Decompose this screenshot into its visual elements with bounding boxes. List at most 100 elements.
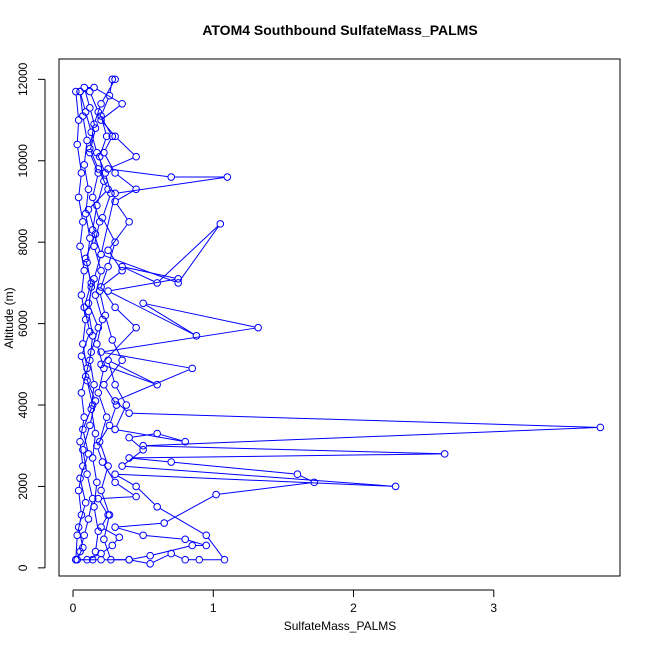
series-segment xyxy=(105,362,121,383)
data-point xyxy=(105,511,114,519)
series-segment xyxy=(84,143,88,162)
data-point xyxy=(76,242,84,251)
data-point xyxy=(87,405,96,413)
x-axis-label: SulfateMass_PALMS xyxy=(284,619,397,633)
series-segment xyxy=(94,224,100,244)
data-point xyxy=(111,523,119,531)
data-point xyxy=(100,177,108,185)
data-point xyxy=(79,112,87,120)
x-tick-label: 1 xyxy=(210,601,217,615)
series-segment xyxy=(85,355,92,374)
data-point xyxy=(139,446,147,454)
series-segment xyxy=(89,363,94,382)
series-segment xyxy=(98,371,104,390)
data-point xyxy=(104,287,112,295)
data-point xyxy=(97,99,105,108)
y-tick-label: 2000 xyxy=(16,473,30,500)
data-point xyxy=(79,340,87,348)
data-point xyxy=(81,254,90,263)
series-segment xyxy=(94,257,101,276)
data-point xyxy=(86,356,94,365)
series-segment xyxy=(77,147,82,170)
data-point xyxy=(167,458,175,466)
data-point xyxy=(104,165,112,173)
data-point xyxy=(87,279,96,287)
data-point xyxy=(80,161,89,169)
series-segment xyxy=(78,493,82,512)
series-segment xyxy=(82,119,87,138)
series-segment xyxy=(95,534,99,549)
data-point xyxy=(118,462,126,470)
data-point xyxy=(84,299,93,308)
series-segment xyxy=(118,527,141,535)
series-segment xyxy=(104,327,255,353)
data-point xyxy=(132,323,140,332)
series-segment xyxy=(92,176,99,195)
data-point xyxy=(188,364,197,373)
series-segment xyxy=(108,363,115,382)
data-point xyxy=(86,87,94,96)
series-segment xyxy=(91,387,95,406)
series-segment xyxy=(83,432,89,451)
data-point xyxy=(88,193,97,202)
data-point xyxy=(118,356,126,365)
series-segment xyxy=(138,488,156,505)
y-tick-label: 8000 xyxy=(16,229,30,256)
series-segment xyxy=(98,427,109,444)
data-point xyxy=(80,266,89,275)
series-segment xyxy=(110,292,194,335)
series-segment xyxy=(87,383,93,402)
series-segment xyxy=(102,517,107,525)
series-segment xyxy=(77,518,82,533)
data-point xyxy=(188,541,197,550)
data-point xyxy=(77,291,86,299)
data-point xyxy=(111,425,119,434)
series-segment xyxy=(104,518,110,537)
data-point xyxy=(132,492,140,501)
series-segment xyxy=(97,448,102,460)
data-point xyxy=(98,315,107,324)
data-point xyxy=(97,486,105,495)
data-point xyxy=(97,360,105,369)
data-point xyxy=(90,380,98,389)
series-segment xyxy=(105,176,111,191)
data-point xyxy=(88,555,97,564)
data-point xyxy=(118,262,126,271)
data-point xyxy=(79,543,87,552)
series-segment xyxy=(101,469,108,488)
series-segment xyxy=(97,155,105,171)
series-segment xyxy=(101,493,109,512)
series-segment xyxy=(79,94,83,113)
series-segment xyxy=(117,475,134,486)
data-point xyxy=(72,87,80,96)
series-segment xyxy=(108,245,115,264)
data-point xyxy=(139,531,147,540)
data-point xyxy=(115,533,124,542)
series-segment xyxy=(116,407,126,427)
data-point xyxy=(97,116,105,124)
series-segment xyxy=(145,304,194,335)
data-point xyxy=(104,356,112,365)
data-point xyxy=(202,541,211,550)
series-segment xyxy=(90,110,96,126)
data-point xyxy=(91,547,100,556)
series-segment xyxy=(101,98,109,114)
series-segment xyxy=(78,469,83,488)
series-segment xyxy=(103,255,176,283)
y-tick-label: 10000 xyxy=(16,144,30,178)
y-tick-label: 0 xyxy=(16,564,30,571)
data-point xyxy=(97,283,105,291)
data-point xyxy=(94,169,103,177)
data-point xyxy=(73,531,82,540)
data-point xyxy=(72,555,80,564)
data-point xyxy=(97,266,105,275)
series-segment xyxy=(104,364,155,385)
data-point xyxy=(83,470,91,479)
data-point xyxy=(111,470,119,479)
series-segment xyxy=(96,88,120,103)
series-segment xyxy=(105,387,116,403)
data-point xyxy=(88,401,97,409)
x-tick-label: 3 xyxy=(490,601,497,615)
data-point xyxy=(83,364,91,373)
